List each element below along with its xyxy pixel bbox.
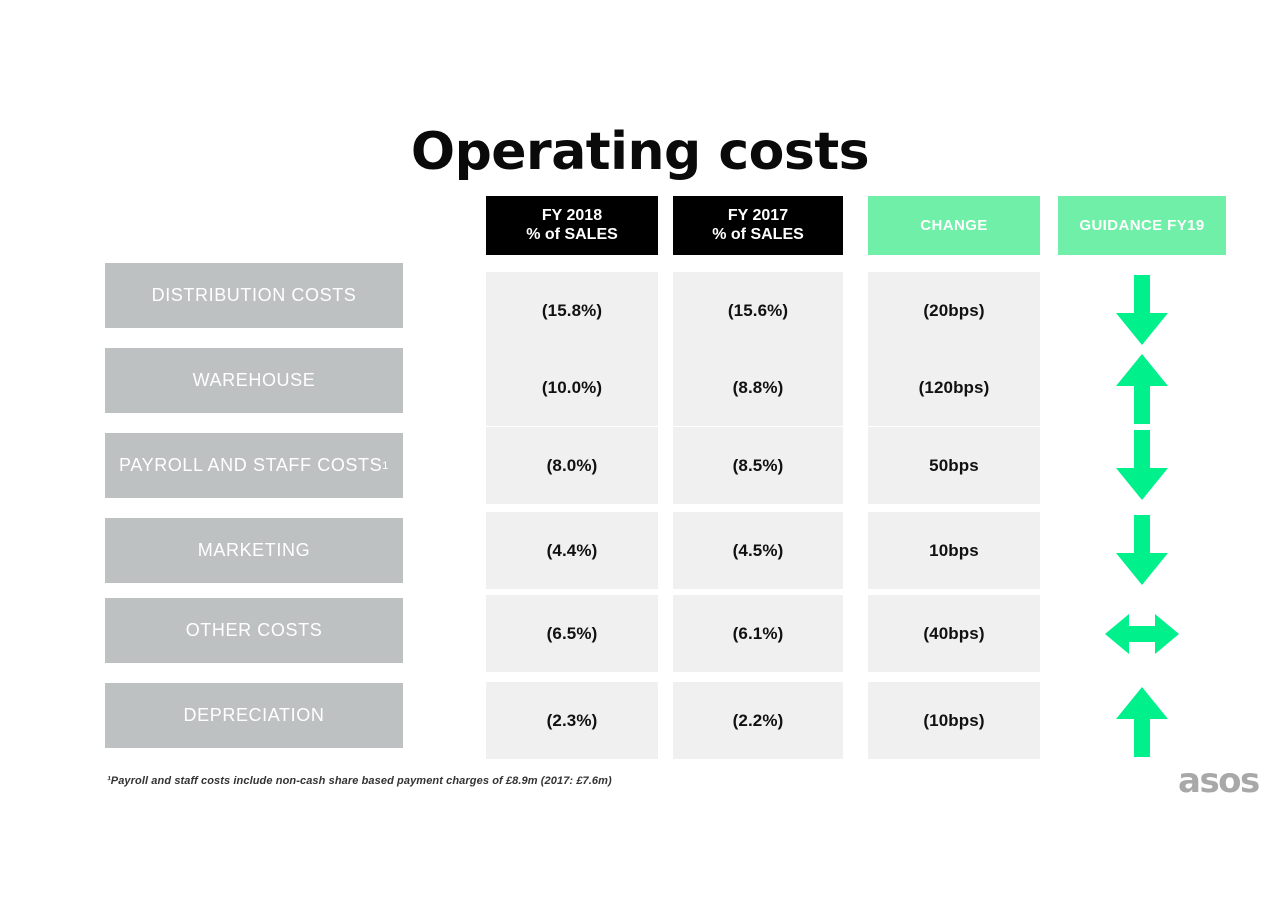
column-header-2: FY 2017% of SALES [673, 196, 843, 255]
column-header-line1: FY 2018 [541, 206, 603, 224]
column-header-3: CHANGE [868, 196, 1040, 255]
column-header-4: GUIDANCE FY19 [1058, 196, 1226, 255]
row-label-text: DEPRECIATION [183, 705, 325, 725]
data-cell-fy2018: (2.3%) [486, 682, 658, 759]
data-cell-change: 50bps [868, 427, 1040, 504]
data-cell-fy2018: (8.0%) [486, 427, 658, 504]
data-cell-fy2018: (15.8%) [486, 272, 658, 349]
data-cell-change: (120bps) [868, 349, 1040, 426]
data-cell-fy2017: (4.5%) [673, 512, 843, 589]
row-label-5: OTHER COSTS [105, 598, 403, 663]
data-cell-fy2017: (8.5%) [673, 427, 843, 504]
arrow-down-icon [1058, 512, 1226, 589]
data-cell-change: (20bps) [868, 272, 1040, 349]
column-header-line1: GUIDANCE FY19 [1079, 216, 1205, 234]
data-cell-change: 10bps [868, 512, 1040, 589]
column-header-line1: CHANGE [920, 216, 988, 234]
data-cell-fy2017: (8.8%) [673, 349, 843, 426]
data-cell-fy2018: (4.4%) [486, 512, 658, 589]
arrow-up-icon [1058, 349, 1226, 426]
arrow-down-icon [1058, 272, 1226, 349]
column-header-line2: % of SALES [712, 225, 804, 243]
page-title: Operating costs [410, 122, 870, 182]
data-cell-change: (40bps) [868, 595, 1040, 672]
data-cell-fy2017: (15.6%) [673, 272, 843, 349]
data-cell-fy2018: (10.0%) [486, 349, 658, 426]
asos-logo: asos [1178, 761, 1260, 801]
row-label-text: PAYROLL AND STAFF COSTS [119, 455, 383, 475]
row-label-text: MARKETING [197, 540, 311, 560]
footnote: ¹Payroll and staff costs include non-cas… [107, 775, 612, 787]
row-label-text: DISTRIBUTION COSTS [151, 285, 357, 305]
column-header-line1: FY 2017 [727, 206, 789, 224]
row-label-6: DEPRECIATION [105, 683, 403, 748]
arrow-down-icon [1058, 427, 1226, 504]
row-label-1: DISTRIBUTION COSTS [105, 263, 403, 328]
data-cell-fy2018: (6.5%) [486, 595, 658, 672]
arrow-left-right-icon [1058, 595, 1226, 672]
row-label-2: WAREHOUSE [105, 348, 403, 413]
row-label-3: PAYROLL AND STAFF COSTS 1 [105, 433, 403, 498]
row-label-text: WAREHOUSE [192, 370, 316, 390]
row-label-4: MARKETING [105, 518, 403, 583]
data-cell-fy2017: (2.2%) [673, 682, 843, 759]
data-cell-fy2017: (6.1%) [673, 595, 843, 672]
data-cell-change: (10bps) [868, 682, 1040, 759]
arrow-up-icon [1058, 682, 1226, 759]
column-header-1: FY 2018% of SALES [486, 196, 658, 255]
column-header-line2: % of SALES [526, 225, 618, 243]
row-label-text: OTHER COSTS [185, 620, 323, 640]
